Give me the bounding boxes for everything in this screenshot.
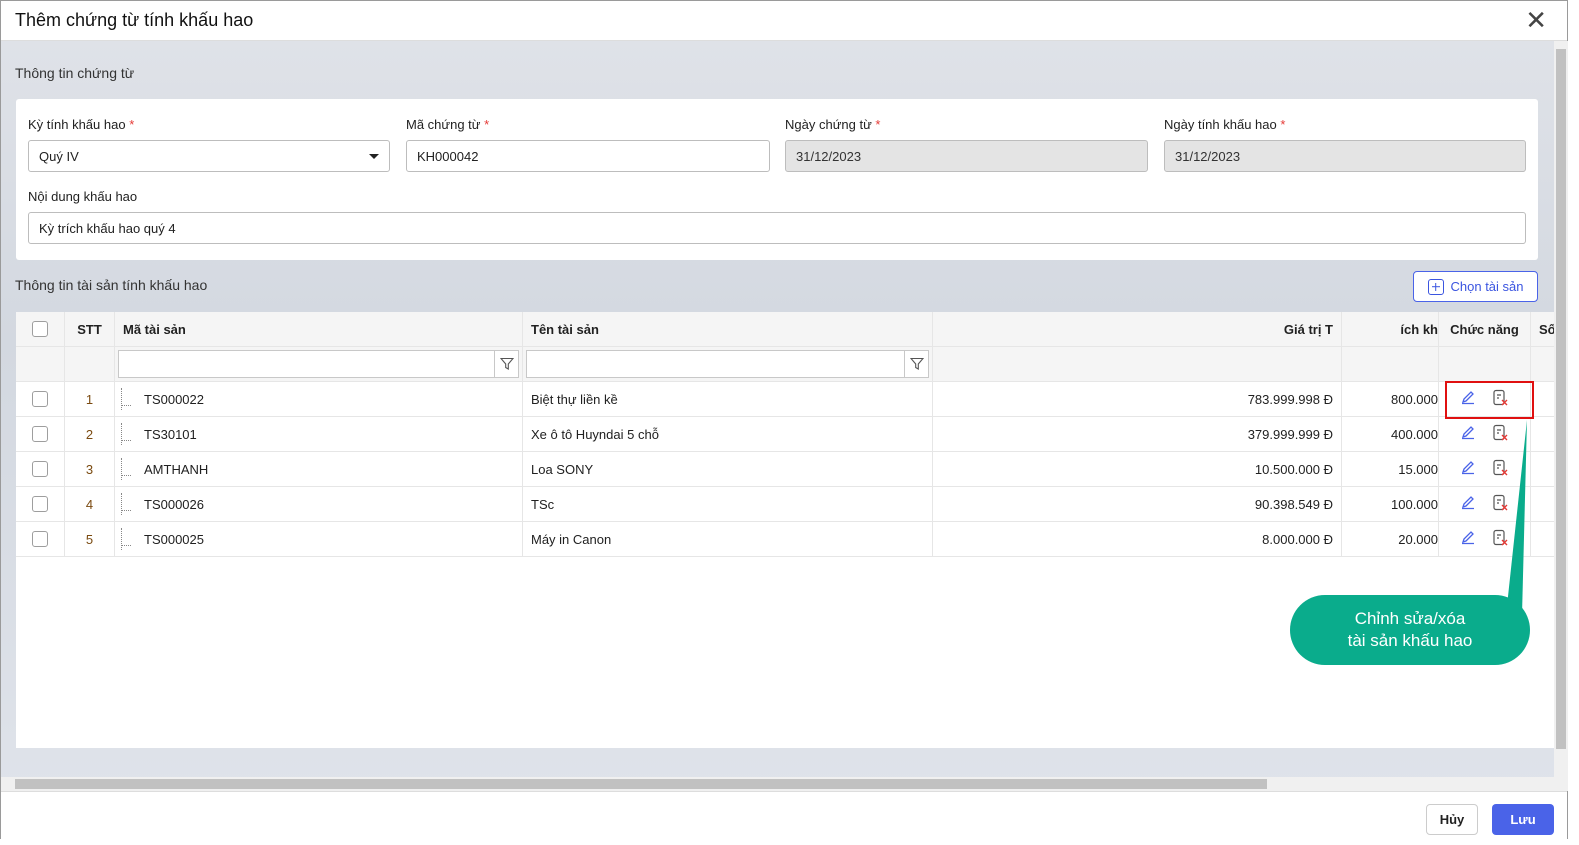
content-input[interactable]: Kỳ trích khấu hao quý 4 xyxy=(28,212,1526,244)
callout-annotation: Chỉnh sửa/xóa tài sản khấu hao xyxy=(1290,595,1530,665)
row-stt: 5 xyxy=(65,522,115,556)
asset-value: 783.999.998 Đ xyxy=(933,382,1342,416)
asset-depr-value: 400.000 xyxy=(1342,417,1439,451)
asset-section-title: Thông tin tài sản tính khấu hao xyxy=(15,277,208,293)
asset-code: TS000026 xyxy=(144,496,204,512)
delete-icon[interactable] xyxy=(1492,424,1510,445)
asset-name: Biệt thự liền kề xyxy=(523,382,933,416)
row-stt: 3 xyxy=(65,452,115,486)
asset-depr-value: 100.000 xyxy=(1342,487,1439,521)
header-code: Mã tài sản xyxy=(115,312,523,346)
row-checkbox[interactable] xyxy=(32,391,48,407)
delete-icon[interactable] xyxy=(1492,389,1510,410)
header-name: Tên tài sản xyxy=(523,312,933,346)
period-label: Kỳ tính khấu hao * xyxy=(28,117,135,132)
header-stt: STT xyxy=(65,312,115,346)
plus-icon xyxy=(1427,278,1444,295)
delete-icon[interactable] xyxy=(1492,529,1510,550)
content-label: Nội dung khấu hao xyxy=(28,189,138,204)
code-filter-input[interactable] xyxy=(118,350,519,378)
header-depr-value: ích kh xyxy=(1342,312,1439,346)
table-row[interactable]: 3 AMTHANH Loa SONY 10.500.000 Đ 15.000 xyxy=(16,452,1554,487)
dialog-footer: Hủy Lưu xyxy=(1,791,1567,839)
tree-line-icon xyxy=(121,417,135,451)
asset-table: STT Mã tài sản Tên tài sản Giá trị T ích… xyxy=(16,312,1554,748)
asset-name: Xe ô tô Huyndai 5 chỗ xyxy=(523,417,933,451)
tree-line-icon xyxy=(121,487,135,521)
asset-code: AMTHANH xyxy=(144,461,209,477)
dialog-title: Thêm chứng từ tính khấu hao xyxy=(1,1,1567,41)
voucher-section-title: Thông tin chứng từ xyxy=(15,65,135,81)
cancel-button[interactable]: Hủy xyxy=(1426,804,1478,835)
table-row[interactable]: 2 TS30101 Xe ô tô Huyndai 5 chỗ 379.999.… xyxy=(16,417,1554,452)
table-header: STT Mã tài sản Tên tài sản Giá trị T ích… xyxy=(16,312,1554,347)
voucher-form: Kỳ tính khấu hao * Quý IV Mã chứng từ * … xyxy=(16,99,1538,260)
voucher-date-label: Ngày chứng từ * xyxy=(785,117,881,132)
edit-icon[interactable] xyxy=(1460,529,1476,550)
row-checkbox[interactable] xyxy=(32,496,48,512)
dialog-body: Thông tin chứng từ Kỳ tính khấu hao * Qu… xyxy=(1,41,1554,791)
table-row[interactable]: 4 TS000026 TSc 90.398.549 Đ 100.000 xyxy=(16,487,1554,522)
row-checkbox[interactable] xyxy=(32,461,48,477)
header-actions: Chức năng xyxy=(1439,312,1531,346)
voucher-code-input[interactable]: KH000042 xyxy=(406,140,770,172)
asset-code: TS000022 xyxy=(144,391,204,407)
asset-depr-value: 15.000 xyxy=(1342,452,1439,486)
depr-date-label: Ngày tính khấu hao * xyxy=(1164,117,1286,132)
filter-row xyxy=(16,347,1554,382)
edit-icon[interactable] xyxy=(1460,459,1476,480)
vertical-scrollbar[interactable] xyxy=(1554,41,1568,791)
header-more: Số xyxy=(1531,312,1554,346)
filter-icon[interactable] xyxy=(494,351,518,377)
asset-name: Loa SONY xyxy=(523,452,933,486)
table-row[interactable]: 5 TS000025 Máy in Canon 8.000.000 Đ 20.0… xyxy=(16,522,1554,557)
asset-value: 8.000.000 Đ xyxy=(933,522,1342,556)
asset-code: TS000025 xyxy=(144,531,204,547)
depr-date-input: 31/12/2023 xyxy=(1164,140,1526,172)
asset-depr-value: 20.000 xyxy=(1342,522,1439,556)
tree-line-icon xyxy=(121,522,135,556)
edit-icon[interactable] xyxy=(1460,389,1476,410)
row-stt: 2 xyxy=(65,417,115,451)
code-label: Mã chứng từ * xyxy=(406,117,490,132)
edit-icon[interactable] xyxy=(1460,494,1476,515)
row-checkbox[interactable] xyxy=(32,531,48,547)
header-value: Giá trị T xyxy=(933,312,1342,346)
voucher-date-input: 31/12/2023 xyxy=(785,140,1148,172)
period-select[interactable]: Quý IV xyxy=(28,140,390,172)
asset-name: Máy in Canon xyxy=(523,522,933,556)
table-row[interactable]: 1 TS000022 Biệt thự liền kề 783.999.998 … xyxy=(16,382,1554,417)
asset-depr-value: 800.000 xyxy=(1342,382,1439,416)
asset-name: TSc xyxy=(523,487,933,521)
highlight-box xyxy=(1445,381,1534,419)
horizontal-scrollbar[interactable] xyxy=(1,777,1554,791)
save-button[interactable]: Lưu xyxy=(1492,804,1554,835)
close-icon[interactable]: ✕ xyxy=(1525,5,1547,35)
filter-icon[interactable] xyxy=(904,351,928,377)
name-filter-input[interactable] xyxy=(526,350,929,378)
asset-value: 90.398.549 Đ xyxy=(933,487,1342,521)
delete-icon[interactable] xyxy=(1492,494,1510,515)
row-stt: 1 xyxy=(65,382,115,416)
edit-icon[interactable] xyxy=(1460,424,1476,445)
caret-down-icon xyxy=(369,153,379,159)
tree-line-icon xyxy=(121,452,135,486)
choose-asset-button[interactable]: Chọn tài sản xyxy=(1413,271,1538,302)
tree-line-icon xyxy=(121,382,135,416)
row-stt: 4 xyxy=(65,487,115,521)
row-checkbox[interactable] xyxy=(32,426,48,442)
asset-value: 379.999.999 Đ xyxy=(933,417,1342,451)
asset-value: 10.500.000 Đ xyxy=(933,452,1342,486)
asset-code: TS30101 xyxy=(144,426,197,442)
select-all-checkbox[interactable] xyxy=(32,321,48,337)
delete-icon[interactable] xyxy=(1492,459,1510,480)
